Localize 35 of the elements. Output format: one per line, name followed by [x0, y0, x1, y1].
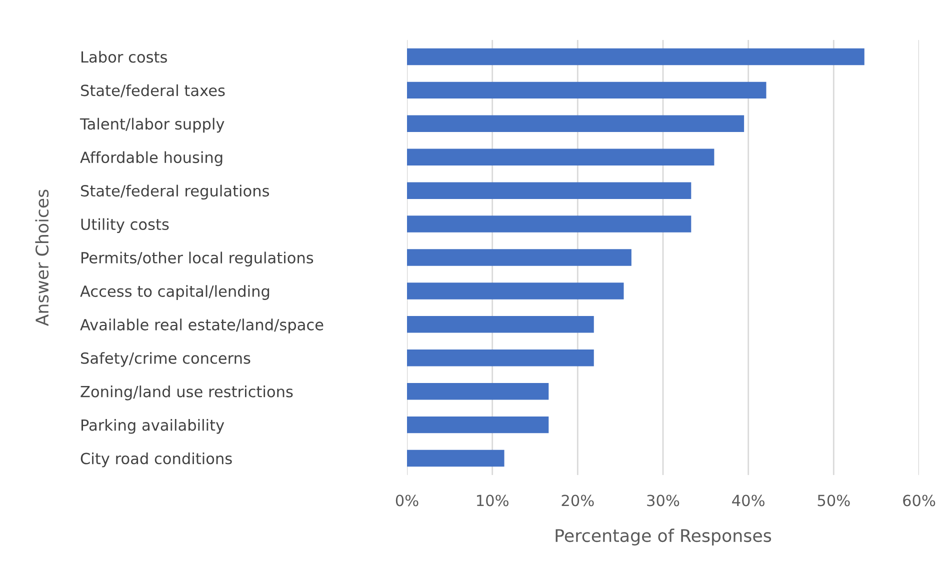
x-tick-label: 0% [396, 494, 418, 506]
bar [407, 115, 744, 132]
y-tick-label: State/federal taxes [81, 84, 225, 98]
y-axis-title: Answer Choices [35, 190, 49, 326]
y-tick-label: Affordable housing [80, 151, 222, 166]
bar [407, 216, 692, 232]
y-tick-label: Labor costs [82, 50, 167, 63]
x-tick-label: 30% [647, 494, 680, 506]
x-tick-label: 40% [732, 494, 764, 506]
bar [407, 182, 692, 199]
y-tick-label: Access to capital/lending [80, 285, 270, 300]
bar [407, 416, 549, 434]
x-tick-label: 20% [562, 494, 594, 506]
y-tick-label: Parking availability [82, 419, 224, 434]
bar [407, 82, 766, 99]
bar [407, 450, 504, 467]
x-tick-label: 50% [818, 494, 850, 506]
y-tick-label: Safety/crime concerns [81, 352, 250, 367]
bar [407, 148, 714, 166]
bar [407, 316, 594, 333]
bar [407, 382, 549, 400]
y-tick-label: Zoning/land use restrictions [80, 386, 293, 400]
x-tick-label: 60% [903, 494, 936, 506]
y-tick-label: Talent/labor supply [80, 118, 224, 133]
bar [407, 282, 624, 300]
bar [407, 249, 632, 266]
y-tick-label: Utility costs [81, 218, 169, 234]
x-axis-title: Percentage of Responses [556, 528, 772, 546]
bar [407, 350, 594, 366]
bar [407, 48, 864, 66]
y-tick-label: City road conditions [80, 452, 232, 468]
y-tick-label: Available real estate/land/space [80, 318, 324, 334]
y-tick-label: Permits/other local regulations [82, 252, 314, 266]
x-tick-label: 10% [477, 494, 508, 506]
y-tick-label: State/federal regulations [81, 184, 270, 200]
